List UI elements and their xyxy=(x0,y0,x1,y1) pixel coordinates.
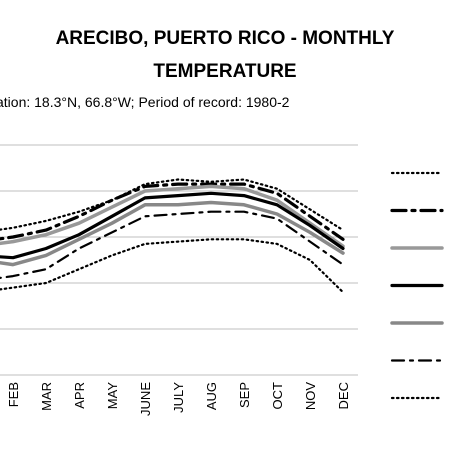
series-line-4 xyxy=(0,191,345,260)
x-tick-label: DEC xyxy=(336,382,351,409)
chart-subtitle: ation: 18.3°N, 66.8°W; Period of record:… xyxy=(0,94,290,110)
x-tick-label: OCT xyxy=(270,382,285,410)
series-line-1 xyxy=(0,178,345,232)
x-tick-label: MAR xyxy=(39,382,54,411)
x-tick-label: APR xyxy=(72,382,87,409)
series-line-3 xyxy=(0,184,345,248)
x-tick-label: MAY xyxy=(105,382,120,410)
x-tick-label: JULY xyxy=(171,382,186,413)
x-tick-label: NOV xyxy=(303,382,318,411)
x-tick-label: JUNE xyxy=(138,382,153,416)
x-axis-ticks: JANFEBMARAPRMAYJUNEJULYAUGSEPOCTNOVDEC xyxy=(6,382,351,416)
x-tick-label: FEB xyxy=(6,382,21,407)
series-lines xyxy=(0,178,345,294)
legend xyxy=(390,171,444,400)
x-tick-label: SEP xyxy=(237,382,252,408)
x-tick-label: AUG xyxy=(204,382,219,410)
series-line-2 xyxy=(0,182,345,241)
chart-title-line-1: ARECIBO, PUERTO RICO - MONTHLY xyxy=(56,28,395,49)
series-line-6 xyxy=(0,210,345,280)
series-line-5 xyxy=(0,200,345,267)
chart-title-line-2: TEMPERATURE xyxy=(153,61,296,82)
series-line-7 xyxy=(0,238,345,294)
